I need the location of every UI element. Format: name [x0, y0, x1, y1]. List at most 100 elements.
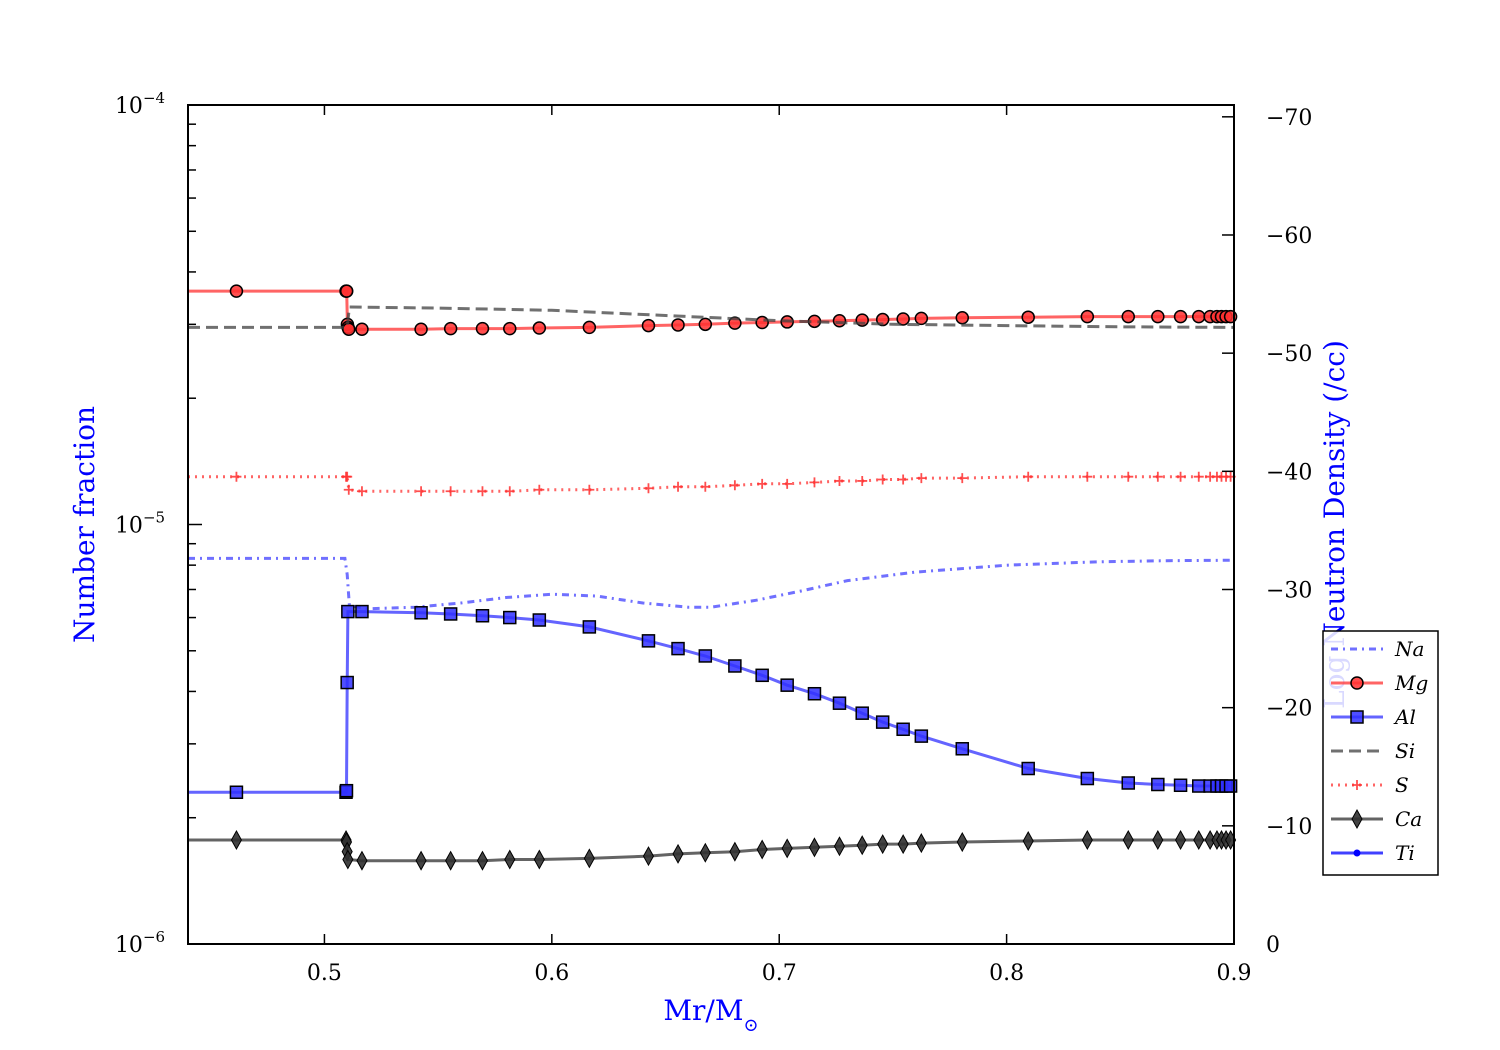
series-s-point [343, 484, 354, 495]
series-s [188, 471, 1236, 497]
series-s-point [1123, 471, 1134, 482]
series-s-point [1082, 471, 1093, 482]
series-s-point [356, 486, 367, 497]
series-mg-point [698, 317, 713, 332]
series-ca-point [915, 833, 927, 854]
series-ca-point [1081, 829, 1093, 851]
series-s-point [782, 478, 793, 489]
series-s-point [416, 486, 427, 497]
series-s-point [916, 473, 927, 484]
y-tick-label: 10−5 [115, 509, 165, 539]
y2-tick-label: −20 [1266, 697, 1312, 722]
y-tick-base: 10 [115, 514, 143, 539]
series-al-point [340, 675, 354, 690]
series-ca-point [1174, 829, 1187, 851]
series-al-point [339, 783, 354, 798]
series-al-point [229, 785, 244, 800]
series-s-point [504, 486, 515, 497]
series-al-point [875, 715, 890, 729]
y-tick-exponent: −5 [143, 509, 165, 527]
y2-tick-label: −10 [1266, 815, 1312, 840]
series-ca-point [1152, 829, 1164, 851]
series-al-point [582, 620, 597, 634]
legend-item-s: S [1331, 773, 1409, 797]
series-mg-point [1121, 309, 1136, 324]
legend-item-si: Si [1331, 739, 1415, 763]
series-mg-point [503, 321, 517, 336]
y-tick-exponent: −6 [143, 928, 165, 946]
series-al-point [1192, 779, 1206, 793]
series-mg-point [229, 284, 244, 298]
series-al-point [1151, 777, 1165, 792]
y-tick-label: 10−4 [115, 89, 165, 119]
series-s-point [231, 471, 242, 482]
series-mg-point [355, 322, 369, 337]
series-al-point [755, 668, 769, 683]
legend-label-s: S [1395, 773, 1409, 797]
series-ca-point [504, 849, 516, 870]
series-al-point [414, 606, 428, 620]
series-al-point [914, 729, 929, 743]
series-si-line [188, 305, 1235, 329]
series-s-point [1193, 471, 1204, 482]
series-s-point [584, 484, 595, 495]
legend-marker-ti [1353, 849, 1361, 857]
series-mg-point [582, 320, 597, 335]
legend-label-si: Si [1395, 739, 1415, 763]
series-s-point [809, 477, 820, 488]
series-al-point [896, 722, 910, 737]
series-ca-point [415, 850, 427, 871]
series-mg-point [443, 321, 458, 336]
legend-marker-s [1352, 780, 1362, 790]
x-axis: 0.5 0.6 0.7 0.8 0.9 [307, 105, 1252, 986]
y-axis-left: 10 −6 10−5 10−4 [115, 89, 202, 958]
series-mg-point [671, 318, 685, 332]
series-al-point [1121, 776, 1136, 790]
series-ca-point [956, 832, 968, 853]
series-al-point [503, 610, 517, 625]
series-s-point [643, 483, 654, 494]
series-al-point [832, 696, 847, 710]
series-s-point [957, 473, 968, 484]
series-mg-point [1080, 309, 1095, 324]
x-tick-label: 0.9 [1217, 961, 1252, 986]
legend-label-ti: Ti [1395, 841, 1415, 865]
series-ca-point [1122, 829, 1134, 851]
series-ca-point [729, 841, 741, 862]
legend-label-al: Al [1393, 705, 1416, 729]
series-mg-point [414, 322, 428, 337]
y2-tick-label: 0 [1266, 933, 1280, 958]
x-axis-title: Mr/M⊙ [663, 994, 758, 1036]
legend-box [1322, 630, 1439, 876]
series-al-point [443, 607, 458, 621]
series-ca-point [833, 836, 846, 857]
series-si [188, 305, 1235, 329]
series-mg-point [475, 321, 490, 336]
series-al-point [641, 634, 656, 648]
legend-label-ca: Ca [1395, 807, 1422, 831]
series-s-point [729, 480, 740, 491]
series-al-point [475, 609, 490, 623]
series-ca-point [877, 834, 889, 855]
legend-marker-ca [1351, 808, 1363, 830]
series-ca-point [583, 848, 595, 869]
x-axis-title-text: Mr/M [663, 994, 743, 1027]
series-ca-point [808, 837, 821, 858]
series-al-point [698, 649, 713, 663]
series-ca-point [1022, 830, 1034, 852]
series-ca-point [642, 846, 655, 867]
legend-marker-al [1350, 710, 1364, 724]
series-s-point [857, 475, 868, 486]
series-ca [188, 829, 1237, 871]
series-ca-point [1193, 829, 1205, 851]
series-al-point [780, 678, 794, 692]
series-ca-point [533, 849, 545, 870]
series-mg-point [1151, 309, 1165, 324]
x-tick-label: 0.7 [762, 961, 797, 986]
x-tick-label: 0.8 [989, 961, 1024, 986]
legend-item-mg: Mg [1331, 671, 1428, 695]
series-ca-point [756, 839, 768, 860]
series-s-point [477, 486, 488, 497]
